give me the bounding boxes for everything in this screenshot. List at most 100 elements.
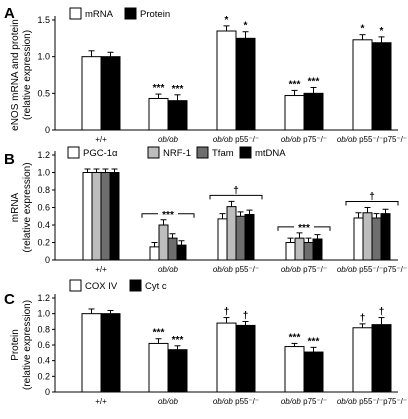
y-tick-label: 0.2 bbox=[37, 238, 50, 248]
significance-marker: † bbox=[379, 307, 385, 318]
y-axis-label-line: (relative expression) bbox=[22, 162, 33, 252]
y-tick-label: 1.0 bbox=[37, 309, 50, 319]
y-axis-label: mRNA(relative expression) bbox=[10, 162, 33, 252]
y-tick-label: 0.2 bbox=[37, 371, 50, 381]
bar-pgc-1- bbox=[149, 246, 160, 261]
bar-pgc-1- bbox=[285, 242, 296, 261]
significance-marker: *** bbox=[289, 332, 301, 343]
significance-marker: † bbox=[224, 307, 230, 318]
panel-b: B 0 0.2 0.4 0.6 0.8 1.0 1.2 mRNA(relative expres… bbox=[4, 146, 407, 274]
x-tick-label-italic: ob/ob bbox=[281, 265, 302, 274]
y-tick-label: 1.2 bbox=[37, 293, 50, 303]
bar-cyt-c bbox=[100, 313, 121, 393]
legend-swatch bbox=[129, 279, 142, 292]
bar-nrf-1 bbox=[91, 172, 102, 261]
y-tick-label: 1.2 bbox=[37, 150, 50, 160]
x-tick-label: ob/ob p75⁻/⁻ bbox=[281, 397, 327, 406]
bar-cyt-c bbox=[371, 324, 392, 393]
bar-mrna bbox=[216, 30, 237, 131]
significance-marker: *** bbox=[172, 84, 184, 95]
x-tick-label-suffix: p75⁻/⁻ bbox=[301, 135, 327, 144]
bar-nrf-1 bbox=[294, 237, 305, 261]
y-axis-label-line: mRNA bbox=[10, 192, 21, 222]
y-tick-label: 0.4 bbox=[37, 220, 50, 230]
y-tick-label: 0 bbox=[45, 387, 50, 397]
legend-swatch bbox=[69, 7, 82, 20]
x-tick-label-italic: ob/ob bbox=[213, 135, 234, 144]
x-tick-label-italic: ob/ob bbox=[337, 397, 358, 406]
bar-mrna bbox=[284, 95, 305, 131]
panel-letter: C bbox=[4, 291, 15, 308]
significance-marker: *** bbox=[153, 328, 165, 339]
legend-swatch bbox=[147, 146, 160, 159]
significance-bracket bbox=[209, 194, 263, 200]
panel-c: C 0 0.2 0.4 0.6 0.8 1.0 1.2 Protein(relative exp… bbox=[4, 279, 407, 406]
panel-letter: B bbox=[4, 151, 15, 168]
bar-cyt-c bbox=[167, 349, 188, 393]
x-tick-label-italic: ob/ob bbox=[158, 265, 179, 274]
legend-swatch bbox=[239, 146, 252, 159]
bar-tfam bbox=[235, 215, 246, 261]
bar-mtdna bbox=[244, 214, 255, 261]
significance-bracket bbox=[345, 201, 399, 206]
significance-marker: *** bbox=[308, 336, 320, 347]
x-tick-label-suffix: p55⁻/⁻ bbox=[233, 397, 259, 406]
y-axis-label: eNOS mRNA and protein(relative expressio… bbox=[10, 19, 33, 131]
legend-swatch bbox=[69, 279, 82, 292]
x-tick-label-suffix: p55⁻/⁻ bbox=[233, 265, 259, 274]
x-tick-label-suffix: p55⁻/⁻p75⁻/⁻ bbox=[357, 135, 407, 144]
significance-marker: *** bbox=[172, 335, 184, 346]
legend-label: PGC-1α bbox=[83, 148, 118, 159]
bar-cyt-c bbox=[235, 324, 256, 393]
x-tick-label-italic: ob/ob bbox=[158, 397, 179, 406]
y-tick-label: 0.5 bbox=[37, 88, 50, 98]
x-tick-label: +/+ bbox=[95, 265, 107, 274]
x-tick-label-suffix: p75⁻/⁻ bbox=[301, 265, 327, 274]
y-tick-label: 1.5 bbox=[37, 15, 50, 25]
significance-marker: *** bbox=[162, 210, 174, 221]
x-tick-label-italic: ob/ob bbox=[337, 265, 358, 274]
bar-nrf-1 bbox=[362, 212, 373, 261]
x-tick-label: +/+ bbox=[95, 397, 107, 406]
bar-mtdna bbox=[312, 238, 323, 261]
y-axis-label-line: (relative expression) bbox=[22, 30, 33, 120]
bar-mtdna bbox=[176, 244, 187, 261]
x-tick-label: ob/ob p55⁻/⁻ bbox=[213, 265, 259, 274]
y-axis-label-line: eNOS mRNA and protein bbox=[10, 19, 21, 131]
bar-protein bbox=[371, 42, 392, 131]
x-tick-label-italic: ob/ob bbox=[213, 265, 234, 274]
legend-swatch bbox=[196, 146, 209, 159]
bar-tfam bbox=[167, 237, 178, 261]
y-tick-label: 0.8 bbox=[37, 324, 50, 334]
y-tick-label: 0.8 bbox=[37, 185, 50, 195]
significance-marker: *** bbox=[153, 83, 165, 94]
bar-mtdna bbox=[380, 213, 391, 261]
x-tick-label-italic: ob/ob bbox=[337, 135, 358, 144]
x-tick-label: ob/ob p55⁻/⁻ bbox=[213, 135, 259, 144]
bar-protein bbox=[303, 92, 324, 131]
x-tick-label-suffix: p55⁻/⁻p75⁻/⁻ bbox=[357, 397, 407, 406]
bar-cox-iv bbox=[81, 313, 102, 393]
significance-marker: † bbox=[360, 313, 366, 324]
bar-mrna bbox=[148, 97, 169, 131]
bar-cox-iv bbox=[284, 346, 305, 393]
bar-pgc-1- bbox=[353, 217, 364, 261]
bar-pgc-1- bbox=[217, 218, 228, 261]
significance-marker: *** bbox=[289, 79, 301, 90]
legend-swatch bbox=[67, 146, 80, 159]
bar-tfam bbox=[303, 242, 314, 261]
legend-swatch bbox=[124, 7, 137, 20]
significance-marker: *** bbox=[298, 223, 310, 234]
y-tick-label: 0.4 bbox=[37, 356, 50, 366]
bar-tfam bbox=[371, 217, 382, 261]
y-axis-label-line: (relative expression) bbox=[22, 300, 33, 390]
legend-label: NRF-1 bbox=[163, 148, 191, 159]
x-tick-label: ob/ob p55⁻/⁻ bbox=[213, 397, 259, 406]
x-tick-label-italic: ob/ob bbox=[158, 135, 179, 144]
y-tick-label: 0.6 bbox=[37, 203, 50, 213]
y-tick-label: 0 bbox=[45, 125, 50, 135]
bar-mrna bbox=[81, 56, 102, 131]
x-tick-label: ob/ob p75⁻/⁻ bbox=[281, 135, 327, 144]
significance-marker: † bbox=[233, 185, 239, 196]
